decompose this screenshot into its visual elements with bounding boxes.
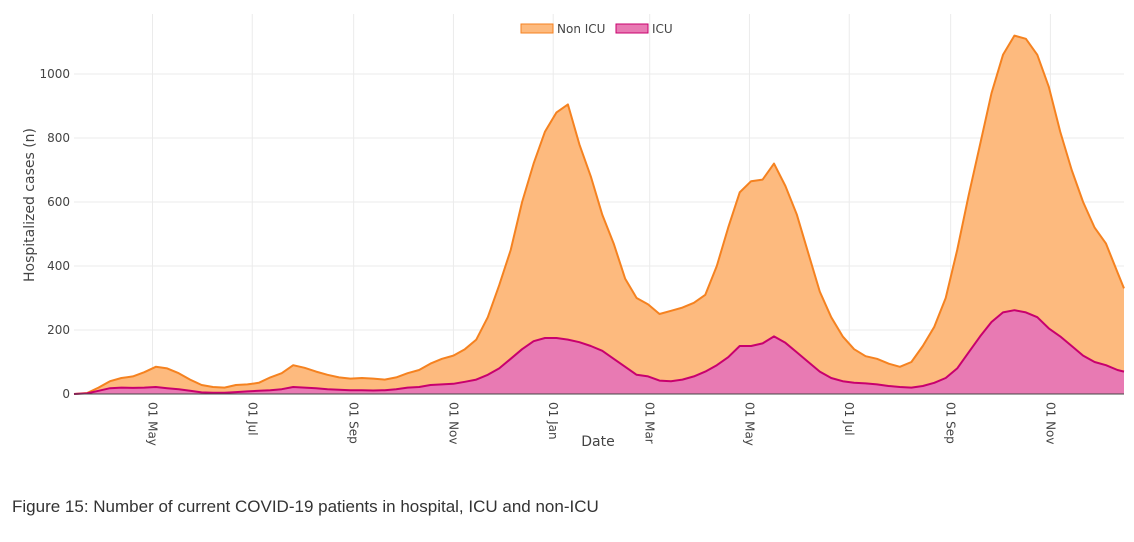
series-line-non-icu <box>73 34 1125 395</box>
legend-swatch-non-icu <box>520 23 554 34</box>
area-fill-non-icu <box>74 35 1124 394</box>
x-tick-label: 01 Jul <box>842 402 856 436</box>
legend-label-icu: ICU <box>652 22 673 36</box>
legend-swatch-icu <box>615 23 649 34</box>
legend-label-non-icu: Non ICU <box>557 22 605 36</box>
x-tick-label: 01 Mar <box>643 402 657 444</box>
y-tick-label: 400 <box>47 259 70 273</box>
legend-item-non-icu[interactable]: Non ICU <box>520 22 605 36</box>
area-fill-icu <box>74 310 1124 394</box>
y-tick-label: 800 <box>47 131 70 145</box>
plot-areas <box>73 34 1125 395</box>
x-tick-label: 01 Nov <box>446 402 460 445</box>
figure-caption: Figure 15: Number of current COVID-19 pa… <box>12 497 599 516</box>
y-tick-label: 200 <box>47 323 70 337</box>
x-tick-label: 01 Nov <box>1043 402 1057 445</box>
x-tick-label: 01 Jul <box>245 402 259 436</box>
x-axis: 01 May 01 Jul 01 Sep 01 Nov 01 Jan 01 Mar 01 M… <box>74 393 1124 446</box>
legend: Non ICU ICU <box>520 22 673 36</box>
legend-item-icu[interactable]: ICU <box>615 22 673 36</box>
hospitalization-chart: 0 200 400 600 800 1000 01 May 01 Jul 01 Sep 01 N… <box>22 14 1125 450</box>
y-axis-title: Hospitalized cases (n) <box>22 128 38 282</box>
y-axis: 0 200 400 600 800 1000 <box>39 67 70 401</box>
y-tick-label: 0 <box>62 387 70 401</box>
x-tick-label: 01 May <box>146 402 160 446</box>
x-tick-label: 01 Jan <box>546 402 560 440</box>
x-tick-label: 01 Sep <box>944 402 958 444</box>
series-line-icu <box>73 309 1125 395</box>
y-tick-label: 1000 <box>39 67 70 81</box>
y-tick-label: 600 <box>47 195 70 209</box>
x-axis-title: Date <box>581 434 614 450</box>
x-tick-label: 01 Sep <box>347 402 361 444</box>
x-tick-label: 01 May <box>742 402 756 446</box>
